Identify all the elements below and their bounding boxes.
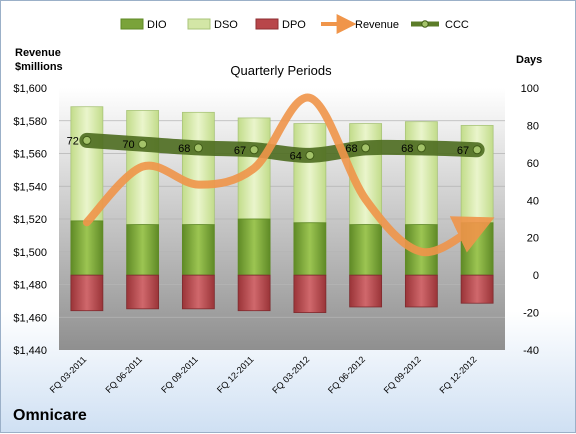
- x-tick-label: FQ 12-2012: [438, 354, 479, 395]
- ccc-marker: [361, 143, 371, 153]
- bar-dpo: [404, 274, 438, 308]
- legend-label-dio: DIO: [147, 19, 167, 31]
- legend-label-dso: DSO: [214, 19, 238, 31]
- x-tick-label: FQ 03-2011: [48, 354, 89, 395]
- ccc-data-label: 70: [122, 139, 134, 151]
- left-tick-label: $1,440: [13, 345, 47, 357]
- bar-dso: [404, 121, 438, 226]
- legend-swatch-dio: [120, 18, 144, 30]
- right-tick-label: 0: [533, 270, 539, 282]
- ccc-data-label: 67: [457, 145, 469, 157]
- ccc-marker: [82, 135, 92, 145]
- bar-dso: [181, 111, 215, 226]
- bar-dpo: [293, 274, 327, 313]
- left-tick-label: $1,540: [13, 181, 47, 193]
- left-tick-label: $1,520: [13, 214, 47, 226]
- x-tick-label: FQ 12-2011: [215, 354, 256, 395]
- ccc-line: [79, 132, 485, 163]
- left-axis-label-line1: Revenue: [15, 47, 61, 59]
- ccc-data-label: 68: [401, 143, 413, 155]
- right-tick-label: -20: [523, 308, 539, 320]
- bar-dio: [237, 218, 271, 276]
- bar-dso: [70, 106, 104, 222]
- x-tick-label: FQ 09-2011: [159, 354, 200, 395]
- left-tick-label: $1,560: [13, 149, 47, 161]
- ccc-data-label: 72: [67, 135, 79, 147]
- x-tick-label: FQ 06-2011: [103, 354, 144, 395]
- company-name: Omnicare: [13, 407, 87, 424]
- right-tick-label: -40: [523, 345, 539, 357]
- legend-swatch-dpo: [255, 18, 279, 30]
- bar-dpo: [349, 274, 383, 308]
- legend-label-dpo: DPO: [282, 19, 306, 31]
- x-tick-label: FQ 06-2012: [326, 354, 367, 395]
- right-tick-label: 80: [527, 120, 539, 132]
- legend-swatch-dso: [187, 18, 211, 30]
- right-tick-label: 60: [527, 158, 539, 170]
- ccc-data-label: 67: [234, 145, 246, 157]
- right-axis-label: Days: [516, 54, 542, 66]
- bar-dio: [70, 220, 104, 276]
- bar-dio: [293, 222, 327, 276]
- legend-label-ccc: CCC: [445, 19, 469, 31]
- left-tick-label: $1,600: [13, 83, 47, 95]
- ccc-marker: [249, 145, 259, 155]
- ccc-marker: [472, 145, 482, 155]
- legend-label-revenue: Revenue: [355, 19, 399, 31]
- revenue-line: [82, 93, 495, 257]
- x-tick-label: FQ 03-2012: [270, 354, 311, 395]
- ccc-marker: [193, 143, 203, 153]
- bar-dio: [349, 224, 383, 276]
- bar-dpo: [460, 274, 494, 304]
- right-tick-label: 100: [521, 83, 539, 95]
- x-tick-label: FQ 09-2012: [382, 354, 423, 395]
- chart-title: Quarterly Periods: [230, 63, 332, 78]
- bar-dpo: [70, 274, 104, 312]
- left-tick-label: $1,460: [13, 312, 47, 324]
- bar-dpo: [181, 274, 215, 310]
- left-tick-label: $1,480: [13, 280, 47, 292]
- bar-dpo: [237, 274, 271, 312]
- ccc-data-label: 68: [178, 143, 190, 155]
- bar-dio: [126, 224, 160, 276]
- bar-dso: [293, 123, 327, 224]
- left-tick-label: $1,500: [13, 247, 47, 259]
- lines-group: 72 70 68 67 64 68 68 67: [67, 93, 495, 257]
- ccc-marker: [305, 150, 315, 160]
- bar-dso: [460, 125, 494, 224]
- bar-dpo: [126, 274, 160, 310]
- right-tick-label: 20: [527, 233, 539, 245]
- ccc-marker: [416, 143, 426, 153]
- ccc-marker: [138, 139, 148, 149]
- left-tick-label: $1,580: [13, 116, 47, 128]
- ccc-data-label: 68: [345, 143, 357, 155]
- legend: DIO DSO DPO Revenue CCC: [120, 14, 469, 34]
- left-axis-label-line2: $millions: [15, 61, 63, 73]
- right-tick-label: 40: [527, 195, 539, 207]
- ccc-data-label: 64: [290, 150, 302, 162]
- bar-dio: [181, 224, 215, 276]
- legend-ccc-marker: [421, 20, 429, 28]
